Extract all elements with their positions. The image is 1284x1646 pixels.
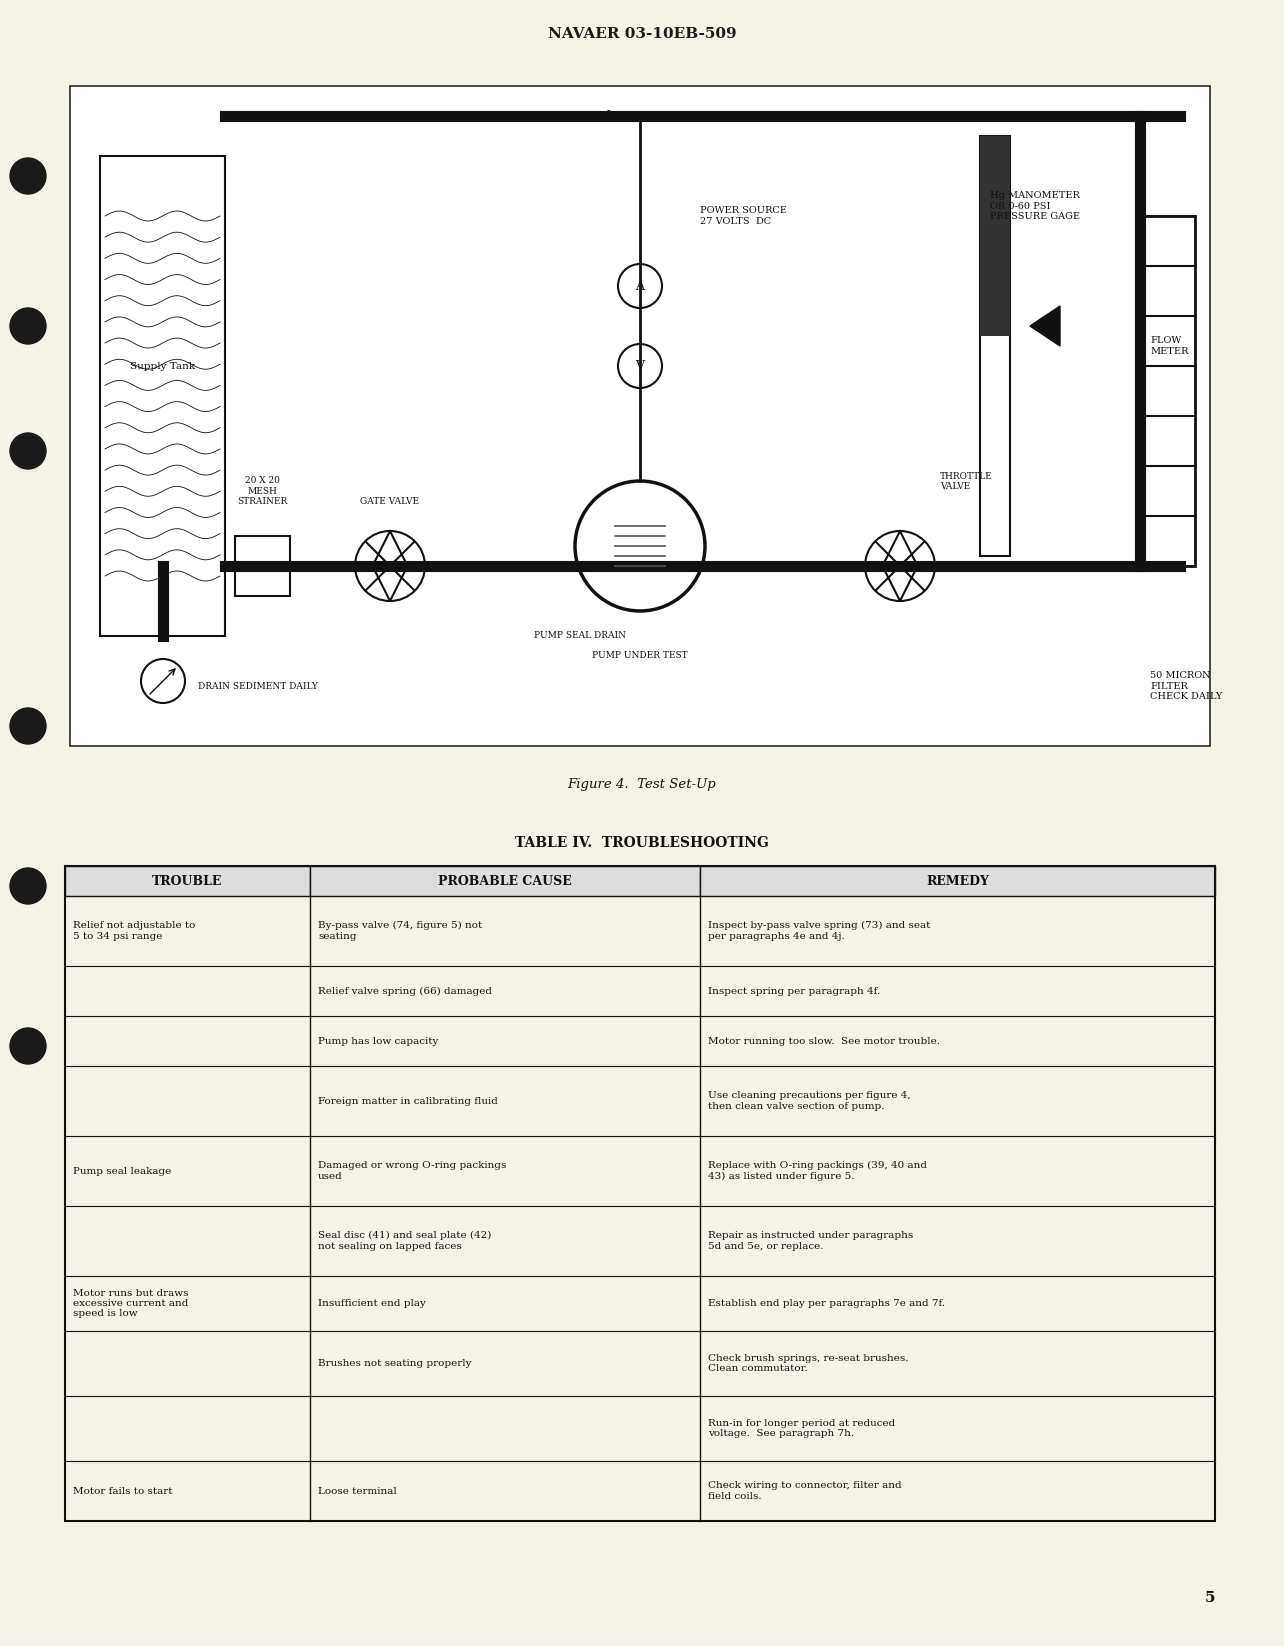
Circle shape [865, 532, 935, 601]
Text: A: A [636, 280, 645, 293]
Bar [309, 866, 700, 895]
Text: V: V [636, 359, 645, 372]
Text: Motor runs but draws
excessive current and
speed is low: Motor runs but draws excessive current a… [73, 1289, 189, 1318]
Text: 50 MICRON
FILTER
CHECK DAILY: 50 MICRON FILTER CHECK DAILY [1150, 672, 1222, 701]
Text: Relief not adjustable to
5 to 34 psi range: Relief not adjustable to 5 to 34 psi ran… [73, 922, 195, 942]
Bar [980, 137, 1011, 556]
Circle shape [618, 344, 663, 388]
Circle shape [10, 158, 46, 194]
Text: Seal disc (41) and seal plate (42)
not sealing on lapped faces: Seal disc (41) and seal plate (42) not s… [318, 1231, 492, 1251]
Circle shape [141, 658, 185, 703]
Text: POWER SOURCE
27 VOLTS  DC: POWER SOURCE 27 VOLTS DC [700, 206, 787, 226]
Text: Replace with O-ring packings (39, 40 and
43) as listed under figure 5.: Replace with O-ring packings (39, 40 and… [707, 1160, 927, 1180]
Bar [65, 866, 309, 895]
Text: REMEDY: REMEDY [926, 874, 989, 887]
Text: FLOW
METER: FLOW METER [1150, 336, 1189, 356]
Bar [1140, 216, 1195, 566]
Bar [235, 537, 290, 596]
Text: By-pass valve (74, figure 5) not
seating: By-pass valve (74, figure 5) not seating [318, 922, 483, 942]
Circle shape [10, 308, 46, 344]
Polygon shape [1030, 306, 1061, 346]
Text: NAVAER 03-10EB-509: NAVAER 03-10EB-509 [548, 26, 736, 41]
FancyBboxPatch shape [71, 86, 1210, 746]
Text: PUMP UNDER TEST: PUMP UNDER TEST [592, 652, 688, 660]
Text: Foreign matter in calibrating fluid: Foreign matter in calibrating fluid [318, 1096, 498, 1106]
Text: Check wiring to connector, filter and
field coils.: Check wiring to connector, filter and fi… [707, 1481, 901, 1501]
Circle shape [10, 708, 46, 744]
Text: Pump seal leakage: Pump seal leakage [73, 1167, 171, 1175]
Text: PROBABLE CAUSE: PROBABLE CAUSE [438, 874, 571, 887]
Text: THROTTLE
VALVE: THROTTLE VALVE [940, 472, 993, 491]
Text: Loose terminal: Loose terminal [318, 1486, 397, 1496]
Text: Supply Tank: Supply Tank [130, 362, 195, 370]
Text: Brushes not seating properly: Brushes not seating properly [318, 1360, 471, 1368]
Circle shape [575, 481, 705, 611]
Bar [980, 137, 1011, 336]
Circle shape [10, 867, 46, 904]
Text: 20 X 20
MESH
STRAINER: 20 X 20 MESH STRAINER [238, 476, 288, 505]
Text: GATE VALVE: GATE VALVE [361, 497, 420, 505]
Text: Establish end play per paragraphs 7e and 7f.: Establish end play per paragraphs 7e and… [707, 1299, 945, 1309]
Text: TROUBLE: TROUBLE [153, 874, 222, 887]
Text: PUMP SEAL DRAIN: PUMP SEAL DRAIN [534, 630, 627, 640]
Text: Repair as instructed under paragraphs
5d and 5e, or replace.: Repair as instructed under paragraphs 5d… [707, 1231, 913, 1251]
Text: Inspect by-pass valve spring (73) and seat
per paragraphs 4e and 4j.: Inspect by-pass valve spring (73) and se… [707, 922, 931, 942]
Text: Figure 4.  Test Set-Up: Figure 4. Test Set-Up [568, 777, 716, 790]
Circle shape [618, 263, 663, 308]
Text: 5: 5 [1204, 1592, 1215, 1605]
Circle shape [10, 1029, 46, 1063]
Text: Damaged or wrong O-ring packings
used: Damaged or wrong O-ring packings used [318, 1162, 506, 1180]
Circle shape [354, 532, 425, 601]
Text: Run-in for longer period at reduced
voltage.  See paragraph 7h.: Run-in for longer period at reduced volt… [707, 1419, 895, 1439]
Text: Insufficient end play: Insufficient end play [318, 1299, 426, 1309]
Text: Pump has low capacity: Pump has low capacity [318, 1037, 438, 1045]
Text: Motor running too slow.  See motor trouble.: Motor running too slow. See motor troubl… [707, 1037, 940, 1045]
Text: Use cleaning precautions per figure 4,
then clean valve section of pump.: Use cleaning precautions per figure 4, t… [707, 1091, 910, 1111]
Text: Check brush springs, re-seat brushes.
Clean commutator.: Check brush springs, re-seat brushes. Cl… [707, 1353, 909, 1373]
Text: Hg MANOMETER
OR 0-60 PSI
PRESSURE GAGE: Hg MANOMETER OR 0-60 PSI PRESSURE GAGE [990, 191, 1080, 221]
Text: Inspect spring per paragraph 4f.: Inspect spring per paragraph 4f. [707, 986, 881, 996]
Bar [700, 866, 1215, 895]
Text: DRAIN SEDIMENT DAILY: DRAIN SEDIMENT DAILY [198, 681, 318, 691]
Text: Relief valve spring (66) damaged: Relief valve spring (66) damaged [318, 986, 492, 996]
Circle shape [10, 433, 46, 469]
Text: Motor fails to start: Motor fails to start [73, 1486, 172, 1496]
Bar [65, 866, 1215, 1521]
Bar [100, 156, 225, 635]
Text: TABLE IV.  TROUBLESHOOTING: TABLE IV. TROUBLESHOOTING [515, 836, 769, 849]
